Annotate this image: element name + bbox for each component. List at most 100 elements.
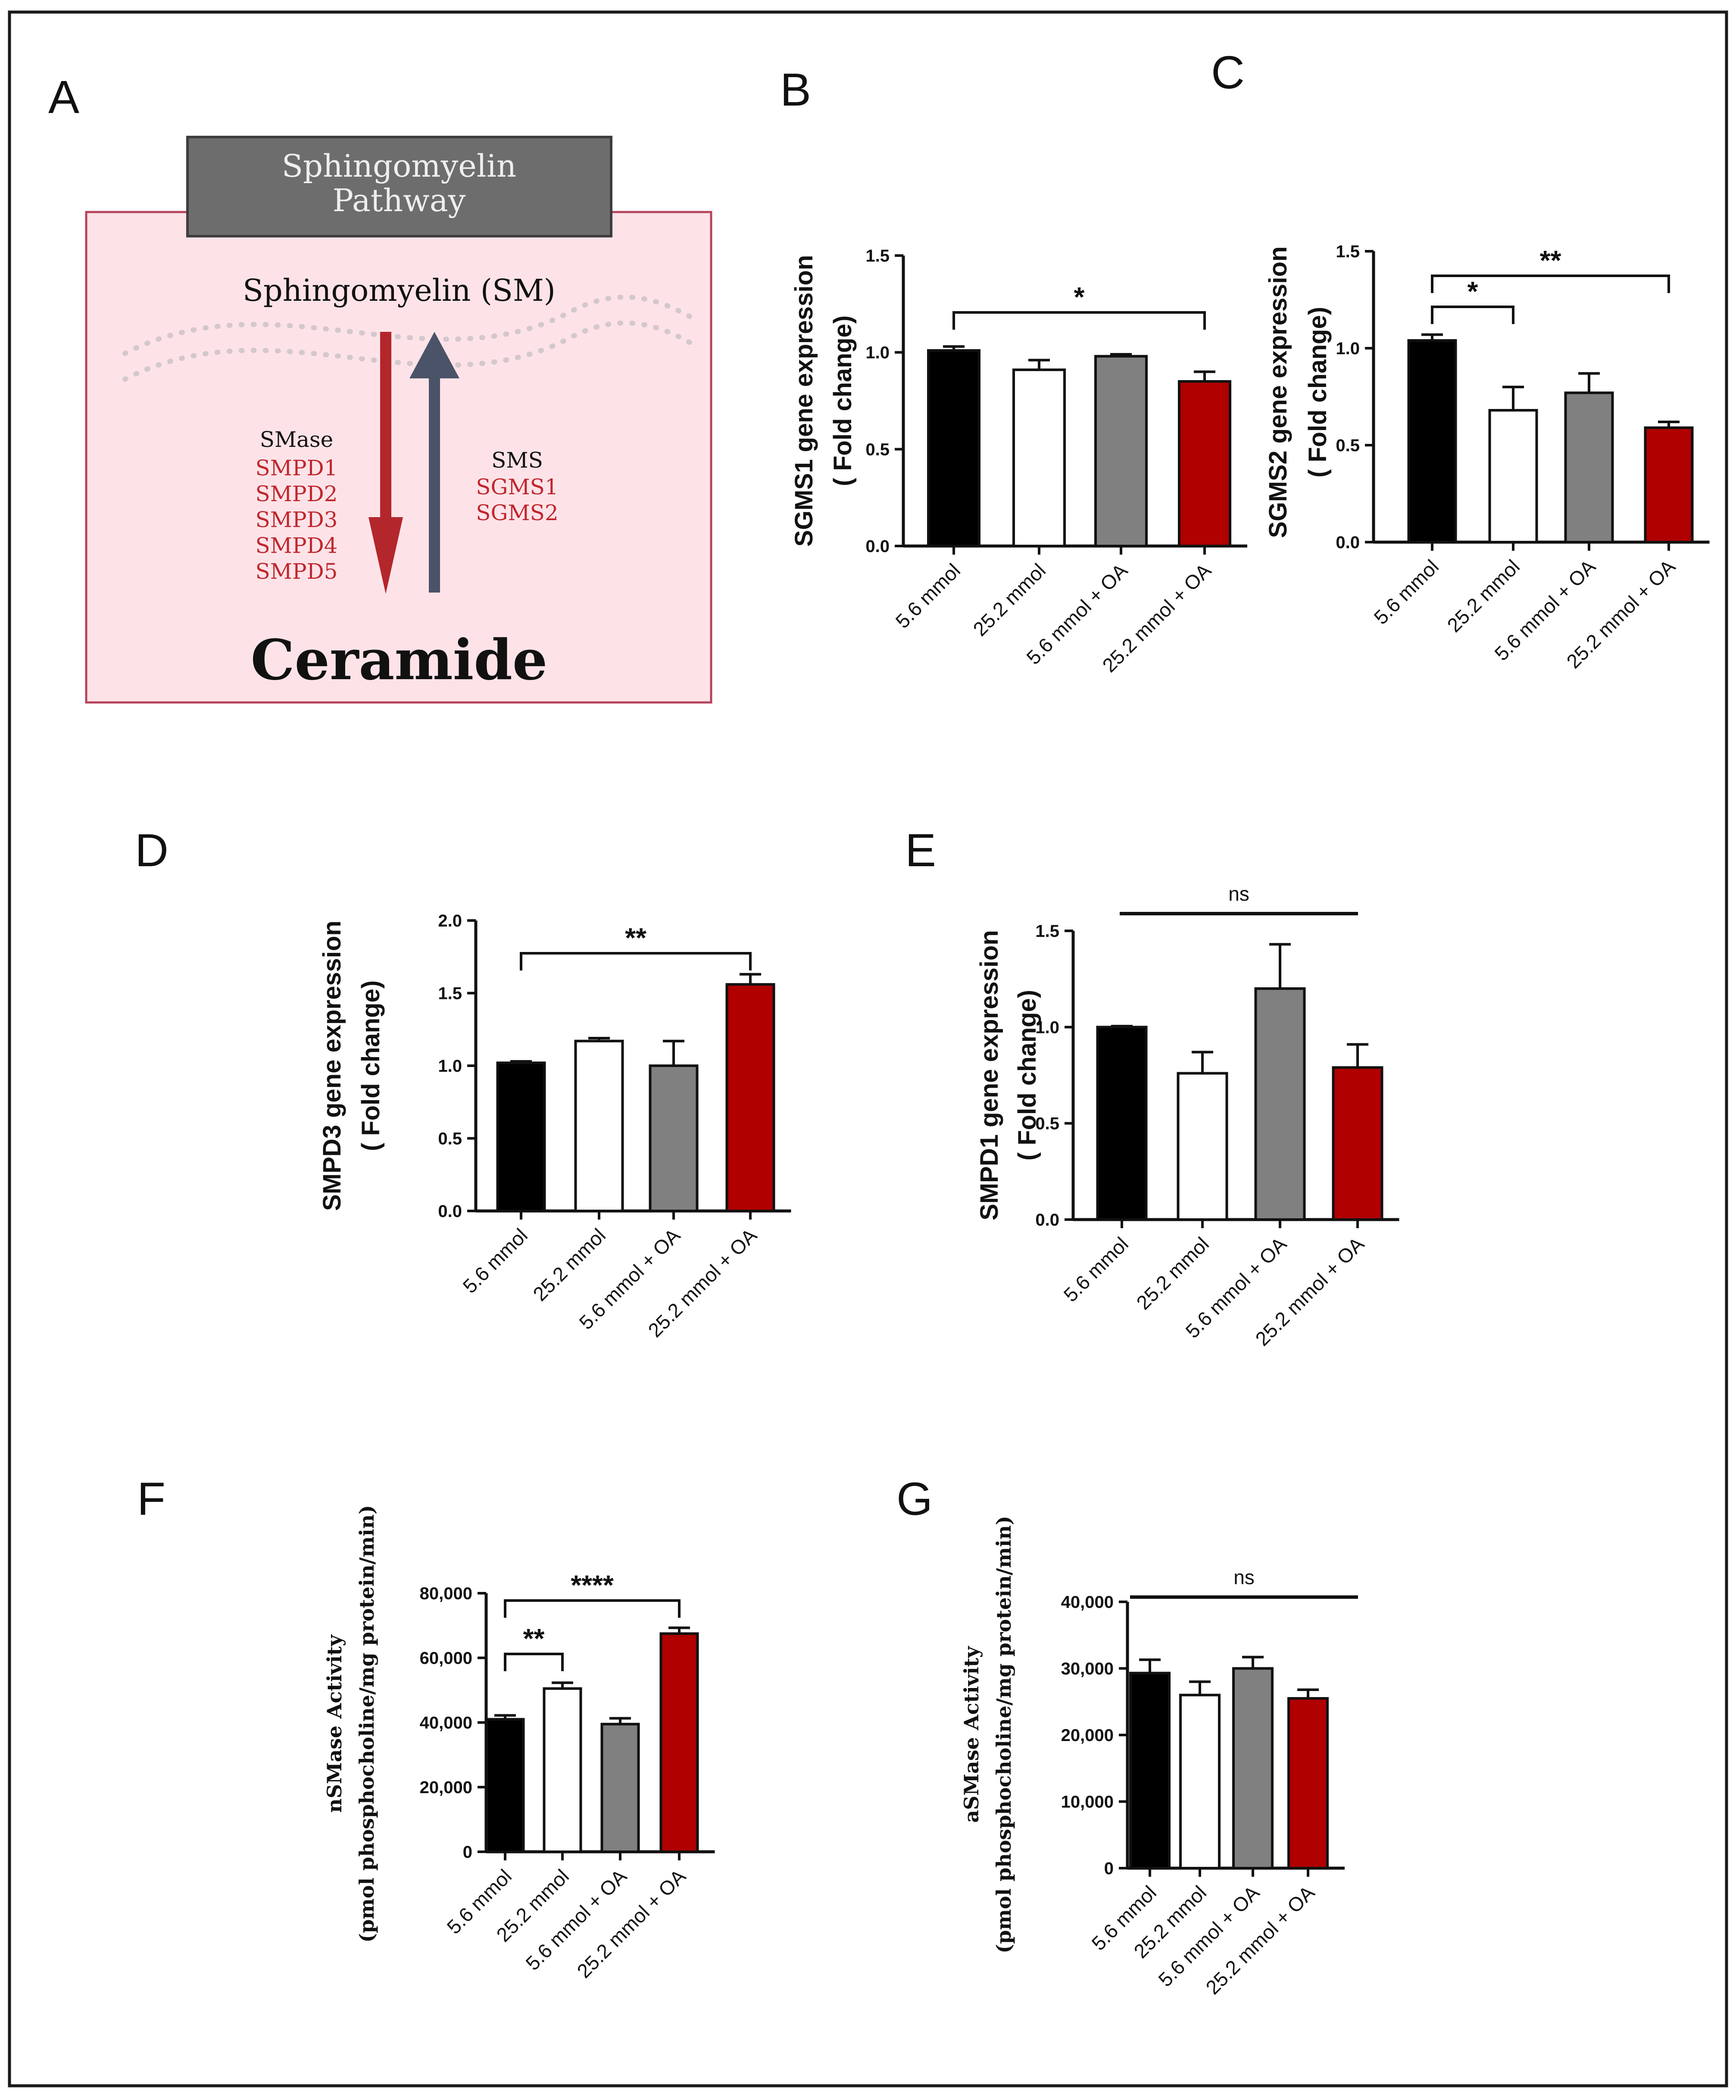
panel-b-y-tick-label: 0.0 [865, 537, 890, 556]
panel-g-y-axis-label: (pmol phosphocholine/mg protein/min) [992, 1516, 1015, 1953]
panel-b-significance-bracket [952, 311, 1206, 330]
panel-e-category-label: 25.2 mmol [1132, 1233, 1213, 1314]
panel-c-y-axis-label: SGMS2 gene expression [1264, 247, 1292, 538]
panel-g-y-tick-label: 10,000 [1061, 1793, 1114, 1812]
smase-down-arrow [368, 332, 403, 594]
panel-f-significance-label: ** [523, 1623, 545, 1654]
panel-b-y-axis-label: ( Fold change) [829, 315, 857, 486]
panel-c-category-label: 5.6 mmol [1370, 555, 1443, 629]
sphingomyelin-label: Sphingomyelin (SM) [243, 273, 556, 308]
pathway-header-line-2: Pathway [333, 182, 466, 218]
panel-d-bar [649, 1064, 699, 1212]
panel-c-significance-label: * [1467, 276, 1478, 307]
panel-c-letter: C [1211, 46, 1245, 98]
panel-d-category-label: 5.6 mmol [459, 1224, 532, 1298]
panel-b-bar [1012, 368, 1066, 548]
panel-b-letter: B [780, 63, 811, 115]
smase-gene-smpd1: SMPD1 [256, 456, 338, 481]
panel-c-bar [1488, 409, 1538, 543]
panel-b-bar [1094, 355, 1148, 547]
panel-c-significance-label: ** [1540, 245, 1561, 276]
panel-f-y-tick-label: 80,000 [420, 1584, 472, 1603]
panel-e-y-axis-label: SMPD1 gene expression [975, 930, 1003, 1220]
panel-a-pathway-diagram: A Sphingomyelin Pathway Sphingomyelin (S… [48, 71, 712, 704]
panel-b-significance-label: * [1074, 281, 1085, 312]
panel-f-significance-label: **** [571, 1570, 614, 1601]
sms-label: SMS [491, 448, 543, 473]
panel-f-letter: F [137, 1473, 165, 1525]
panel-e-letter: E [905, 824, 936, 876]
panel-e-y-tick-label: 1.0 [1035, 1018, 1059, 1037]
panel-c-bar [1644, 426, 1694, 543]
panel-g-letter: G [896, 1473, 933, 1525]
panel-c-category-label: 25.2 mmol [1443, 555, 1524, 637]
panel-e-bar [1096, 1026, 1148, 1221]
panel-c-y-axis-label: ( Fold change) [1304, 307, 1332, 477]
panel-f-category-label: 5.6 mmol + OA [521, 1865, 631, 1975]
panel-f-y-axis-label: (pmol phosphocholine/mg protein/min) [355, 1505, 378, 1942]
panel-b-y-tick-label: 1.0 [865, 343, 890, 362]
smase-gene-smpd4: SMPD4 [256, 533, 338, 558]
panel-b-category-label: 5.6 mmol [891, 559, 965, 633]
sms-gene-sgms1: SGMS1 [476, 474, 558, 499]
panel-f-significance-bracket [504, 1653, 564, 1671]
panel-g-ns-label: ns [1233, 1566, 1255, 1588]
panel-b-bar [1178, 380, 1231, 547]
panel-f-bar [600, 1722, 640, 1853]
panel-d-y-tick-label: 1.0 [438, 1057, 462, 1076]
panel-f-category-label: 25.2 mmol + OA [572, 1865, 690, 1982]
panel-d-y-tick-label: 1.5 [438, 984, 462, 1003]
smase-label: SMase [260, 427, 334, 452]
panel-e-bar [1332, 1066, 1383, 1221]
panel-g-bar [1129, 1672, 1171, 1869]
panel-c-y-tick-label: 1.5 [1336, 242, 1360, 261]
panel-d-y-tick-label: 0.0 [438, 1202, 462, 1221]
panel-e-bar [1254, 987, 1306, 1221]
panel-f-bar [543, 1687, 582, 1853]
sms-up-arrow [409, 332, 459, 593]
panel-g-bar [1179, 1694, 1221, 1870]
panel-b-y-tick-label: 1.5 [865, 247, 890, 265]
smase-gene-smpd5: SMPD5 [256, 559, 338, 584]
panel-e-y-tick-label: 0.0 [1035, 1211, 1059, 1229]
panel-d-y-axis-label: ( Fold change) [357, 980, 385, 1151]
smase-gene-smpd3: SMPD3 [256, 507, 338, 532]
panel-d-y-axis-label: SMPD3 gene expression [318, 921, 346, 1211]
panel-e-category-label: 5.6 mmol [1059, 1233, 1133, 1306]
panel-d-bar [574, 1039, 624, 1212]
panel-b-y-axis-label: SGMS1 gene expression [790, 255, 818, 547]
panel-f-y-tick-label: 40,000 [420, 1713, 472, 1732]
panel-c-bar [1407, 339, 1457, 543]
panel-f-y-tick-label: 0 [463, 1843, 472, 1862]
panel-b-category-label: 25.2 mmol [968, 559, 1050, 640]
panel-d-letter: D [135, 824, 169, 876]
panel-d-significance-label: ** [625, 922, 646, 953]
smase-gene-smpd2: SMPD2 [256, 481, 338, 506]
panel-g-y-tick-label: 0 [1104, 1859, 1114, 1878]
panel-e-ns-label: ns [1228, 883, 1249, 905]
panel-g-y-tick-label: 40,000 [1061, 1593, 1114, 1612]
panel-g-y-tick-label: 20,000 [1061, 1726, 1114, 1745]
membrane-band-top [122, 294, 696, 356]
panel-d-bar [496, 1061, 546, 1212]
panel-f-y-tick-label: 60,000 [420, 1649, 472, 1668]
panel-f-significance-bracket [504, 1599, 681, 1618]
membrane-band-bottom [122, 320, 696, 382]
panel-e-y-tick-label: 1.5 [1035, 922, 1059, 941]
sms-gene-sgms2: SGMS2 [476, 500, 558, 525]
panel-d-y-tick-label: 2.0 [438, 911, 462, 930]
panel-g-y-tick-label: 30,000 [1061, 1660, 1114, 1679]
panel-f-bar [485, 1718, 525, 1853]
panel-d-category-label: 25.2 mmol [528, 1224, 610, 1305]
panel-c-y-tick-label: 0.0 [1336, 533, 1360, 552]
ceramide-label: Ceramide [251, 628, 548, 693]
panel-f-y-axis-label: nSMase Activity [323, 1634, 346, 1813]
panel-e-bar [1177, 1072, 1228, 1221]
panel-c-y-tick-label: 0.5 [1336, 436, 1360, 455]
panel-d-significance-bracket [520, 952, 752, 970]
